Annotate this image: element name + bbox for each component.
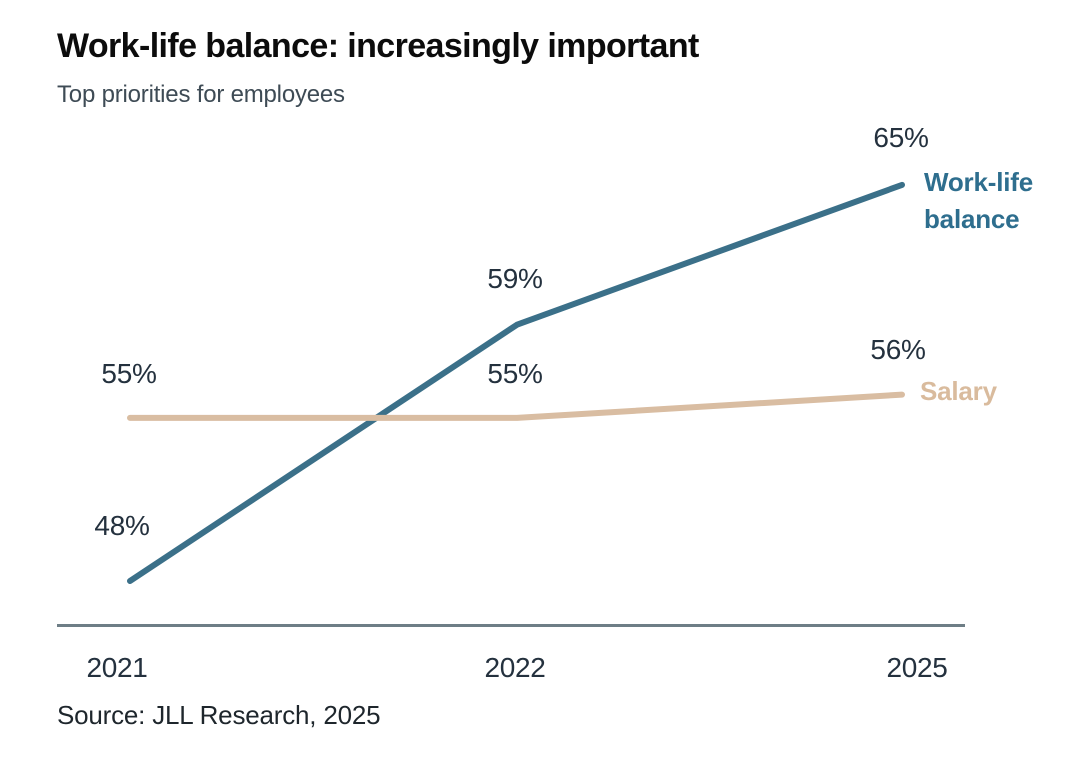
salary-line bbox=[127, 391, 905, 421]
value-label-salary-2025: 56% bbox=[870, 334, 926, 365]
source-note: Source: JLL Research, 2025 bbox=[57, 700, 381, 730]
series-label-salary: Salary bbox=[920, 376, 997, 406]
series-label-work-life-balance: Work-life balance bbox=[924, 167, 1033, 234]
x-tick-2022: 2022 bbox=[484, 652, 546, 683]
x-tick-2025: 2025 bbox=[886, 652, 948, 683]
work-life-balance-line bbox=[127, 181, 905, 584]
value-label-salary-2021: 55% bbox=[101, 358, 157, 389]
value-label-wlb-2025: 65% bbox=[873, 122, 929, 153]
x-tick-2021: 2021 bbox=[86, 652, 148, 683]
chart-title: Work-life balance: increasingly importan… bbox=[57, 27, 699, 65]
chart-subtitle: Top priorities for employees bbox=[57, 81, 345, 108]
value-label-wlb-2021: 48% bbox=[94, 510, 150, 541]
value-label-salary-2022: 55% bbox=[487, 358, 543, 389]
value-label-wlb-2022: 59% bbox=[487, 263, 543, 294]
